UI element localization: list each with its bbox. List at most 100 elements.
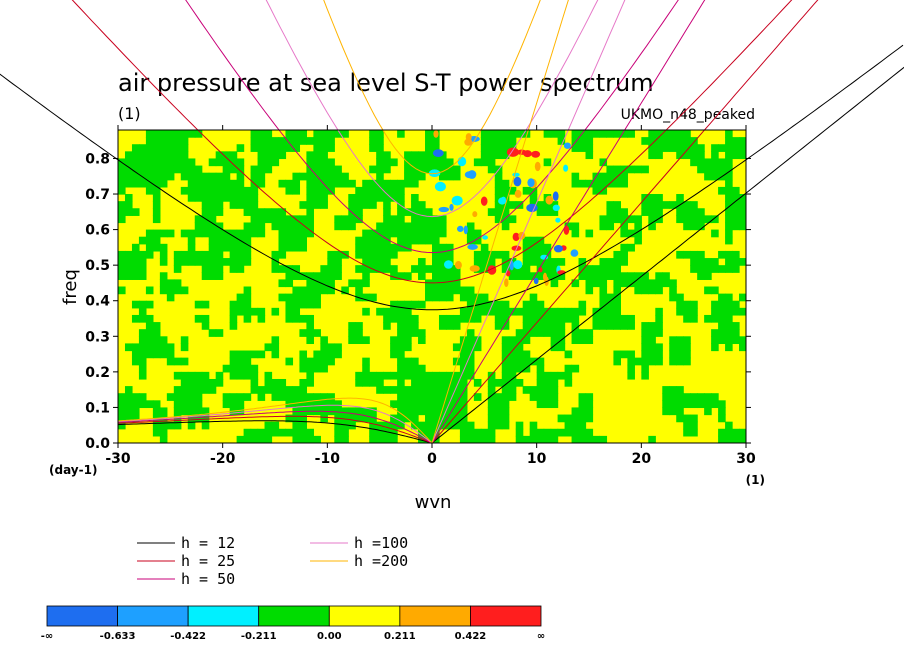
field-cell: [376, 258, 384, 266]
field-cell: [725, 236, 733, 245]
field-cell: [536, 378, 545, 387]
field-cell: [494, 194, 503, 202]
field-cell: [201, 265, 210, 273]
field-cell: [257, 179, 266, 188]
field-cell: [690, 208, 698, 216]
field-cell: [704, 265, 712, 273]
field-cell: [327, 158, 335, 167]
field-cell: [627, 371, 635, 380]
field-cell: [606, 130, 615, 138]
field-cell: [313, 357, 321, 366]
field-cell: [641, 357, 649, 366]
x-tick-label: 20: [632, 451, 652, 467]
field-cell: [145, 229, 154, 238]
field-cell: [369, 165, 377, 174]
field-cell: [648, 357, 656, 366]
field-cell: [118, 172, 126, 181]
field-cell: [124, 172, 133, 181]
field-cell: [404, 371, 412, 380]
field-cell: [306, 222, 314, 231]
field-cell: [215, 329, 224, 337]
field-cell: [452, 371, 461, 380]
field-cell: [397, 414, 405, 423]
field-cell: [432, 215, 440, 224]
field-cell: [152, 350, 161, 359]
field-cell: [187, 194, 196, 202]
field-cell: [187, 378, 196, 387]
field-cell: [306, 229, 314, 238]
field-anomaly: [451, 195, 463, 206]
field-cell: [585, 144, 594, 152]
field-cell: [411, 400, 419, 409]
field-cell: [418, 236, 426, 245]
field-cell: [641, 350, 649, 359]
field-cell: [173, 357, 182, 366]
field-cell: [466, 236, 475, 245]
y-tick-label: 0.8: [85, 151, 110, 167]
field-cell: [306, 151, 314, 160]
field-cell: [634, 236, 642, 245]
colorbar-label: -0.211: [241, 631, 277, 642]
field-cell: [152, 236, 161, 245]
field-cell: [641, 201, 649, 209]
field-cell: [501, 300, 510, 309]
field-cell: [676, 357, 684, 366]
field-cell: [473, 343, 482, 352]
field-cell: [229, 151, 238, 160]
field-cell: [376, 186, 384, 195]
field-cell: [348, 329, 356, 337]
field-cell: [655, 151, 663, 160]
field-cell: [438, 250, 447, 259]
field-cell: [452, 286, 461, 295]
field-cell: [313, 393, 321, 401]
field-cell: [585, 400, 594, 409]
field-cell: [131, 400, 140, 409]
field-cell: [571, 421, 580, 430]
field-cell: [718, 300, 726, 309]
field-cell: [452, 386, 461, 394]
field-cell: [376, 151, 384, 160]
field-cell: [278, 293, 287, 302]
field-cell: [445, 243, 454, 252]
field-cell: [711, 307, 719, 316]
field-cell: [620, 272, 628, 280]
field-cell: [306, 336, 314, 345]
field-cell: [473, 158, 482, 167]
field-cell: [292, 293, 301, 302]
field-cell: [432, 229, 440, 238]
field-cell: [641, 329, 649, 337]
field-cell: [187, 393, 196, 401]
field-cell: [390, 400, 398, 409]
field-cell: [131, 250, 140, 259]
field-cell: [327, 186, 335, 195]
field-cell: [250, 194, 259, 202]
field-cell: [222, 194, 231, 202]
field-cell: [285, 428, 294, 437]
field-cell: [536, 243, 545, 252]
field-cell: [222, 393, 231, 401]
field-cell: [383, 371, 391, 380]
field-cell: [418, 208, 426, 216]
field-cell: [187, 400, 196, 409]
field-cell: [501, 215, 510, 224]
field-cell: [222, 236, 231, 245]
field-cell: [725, 194, 733, 202]
field-cell: [606, 165, 615, 174]
field-cell: [369, 421, 377, 430]
field-cell: [683, 357, 691, 366]
field-cell: [292, 236, 301, 245]
colorbar-swatch: [46, 605, 118, 627]
field-cell: [257, 229, 266, 238]
field-cell: [599, 130, 608, 138]
field-cell: [306, 208, 314, 216]
field-cell: [397, 186, 405, 195]
field-cell: [355, 378, 363, 387]
field-cell: [480, 151, 489, 160]
field-cell: [187, 186, 196, 195]
field-cell: [229, 179, 238, 188]
field-cell: [187, 371, 196, 380]
field-cell: [564, 428, 573, 437]
field-cell: [313, 137, 321, 145]
field-cell: [229, 229, 238, 238]
field-cell: [725, 229, 733, 238]
